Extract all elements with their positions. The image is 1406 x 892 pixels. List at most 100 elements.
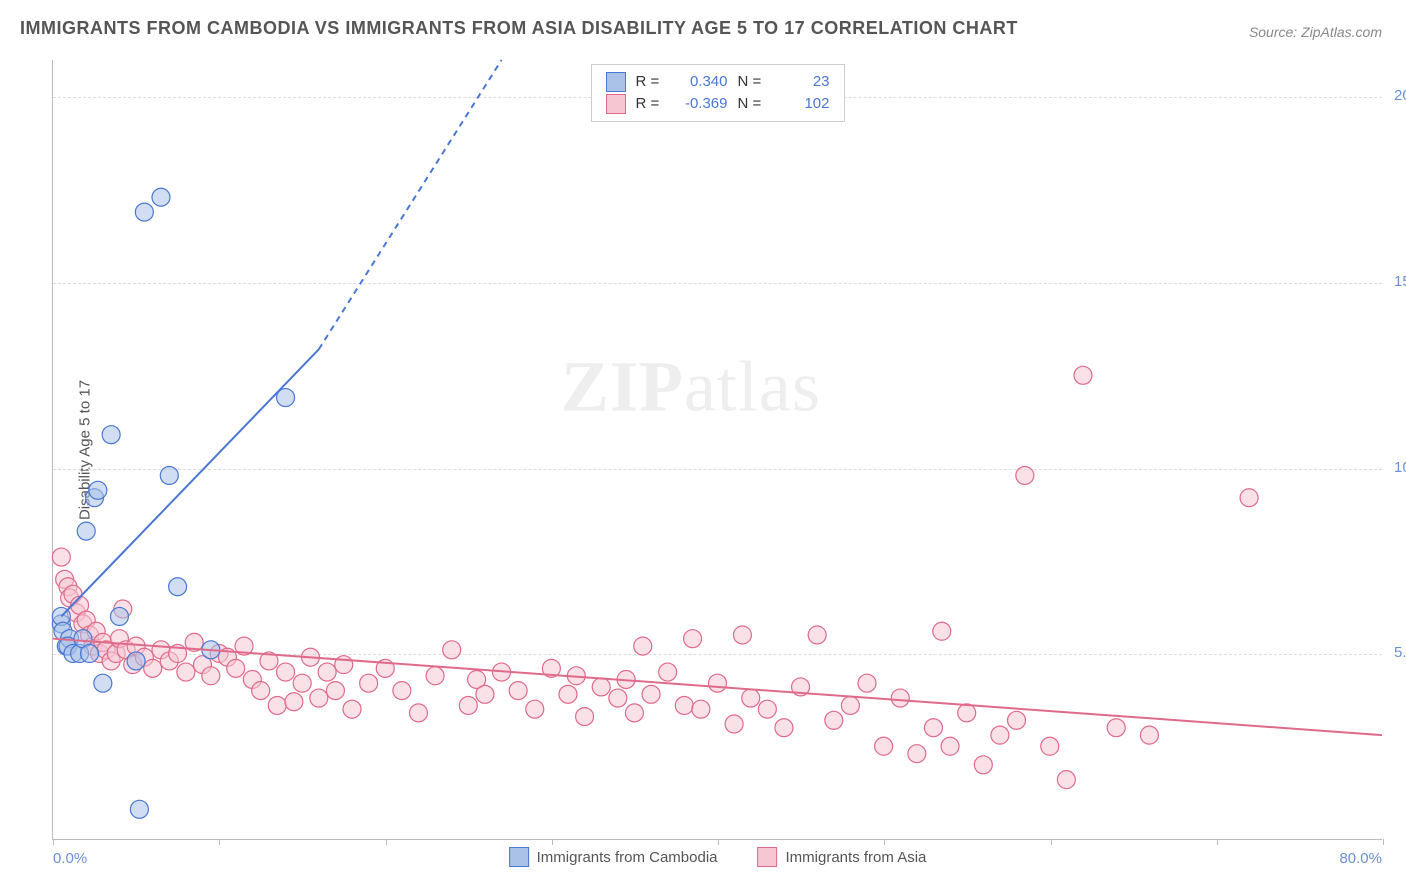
data-point: [958, 704, 976, 722]
data-point: [393, 682, 411, 700]
x-tick: [1383, 839, 1384, 845]
data-point: [559, 685, 577, 703]
chart-title: IMMIGRANTS FROM CAMBODIA VS IMMIGRANTS F…: [20, 18, 1018, 39]
data-point: [94, 674, 112, 692]
data-point: [160, 466, 178, 484]
data-point: [293, 674, 311, 692]
data-point: [1016, 466, 1034, 484]
data-point: [1057, 771, 1075, 789]
legend-label: Immigrants from Asia: [786, 849, 927, 866]
n-label: N =: [738, 93, 764, 115]
data-point: [144, 659, 162, 677]
legend-item: Immigrants from Cambodia: [509, 847, 718, 867]
legend-item: Immigrants from Asia: [758, 847, 927, 867]
y-tick-label: 10.0%: [1386, 459, 1406, 476]
data-point: [476, 685, 494, 703]
data-point: [908, 745, 926, 763]
data-point: [52, 548, 70, 566]
legend-row: R =-0.369N =102: [606, 93, 830, 115]
data-point: [127, 652, 145, 670]
x-tick: [1217, 839, 1218, 845]
data-point: [169, 578, 187, 596]
data-point: [277, 663, 295, 681]
trend-line: [319, 60, 502, 349]
data-point: [675, 696, 693, 714]
data-point: [1008, 711, 1026, 729]
n-value: 23: [774, 71, 830, 93]
data-point: [343, 700, 361, 718]
r-value: 0.340: [672, 71, 728, 93]
data-point: [409, 704, 427, 722]
data-point: [758, 700, 776, 718]
legend-swatch: [606, 72, 626, 92]
data-point: [841, 696, 859, 714]
x-tick: [884, 839, 885, 845]
data-point: [634, 637, 652, 655]
chart-area: Disability Age 5 to 17 5.0%10.0%15.0%20.…: [52, 60, 1382, 840]
data-point: [360, 674, 378, 692]
data-point: [318, 663, 336, 681]
r-label: R =: [636, 71, 662, 93]
data-point: [202, 667, 220, 685]
data-point: [1240, 489, 1258, 507]
series-legend: Immigrants from Cambodia Immigrants from …: [509, 847, 927, 867]
data-point: [227, 659, 245, 677]
data-point: [808, 626, 826, 644]
data-point: [1074, 366, 1092, 384]
source-attribution: Source: ZipAtlas.com: [1249, 24, 1382, 40]
data-point: [742, 689, 760, 707]
data-point: [89, 481, 107, 499]
data-point: [102, 426, 120, 444]
data-point: [426, 667, 444, 685]
x-tick: [386, 839, 387, 845]
plot-svg: [53, 60, 1382, 839]
data-point: [177, 663, 195, 681]
y-tick-label: 20.0%: [1386, 87, 1406, 104]
data-point: [941, 737, 959, 755]
correlation-legend: R = 0.340 N = 23R =-0.369N =102: [591, 64, 845, 122]
legend-row: R = 0.340 N = 23: [606, 71, 830, 93]
data-point: [592, 678, 610, 696]
data-point: [285, 693, 303, 711]
x-tick: [1051, 839, 1052, 845]
data-point: [326, 682, 344, 700]
data-point: [310, 689, 328, 707]
data-point: [268, 696, 286, 714]
legend-swatch: [509, 847, 529, 867]
data-point: [642, 685, 660, 703]
data-point: [825, 711, 843, 729]
x-tick: [53, 839, 54, 845]
data-point: [130, 800, 148, 818]
data-point: [875, 737, 893, 755]
legend-label: Immigrants from Cambodia: [537, 849, 718, 866]
data-point: [1041, 737, 1059, 755]
data-point: [135, 203, 153, 221]
data-point: [509, 682, 527, 700]
data-point: [725, 715, 743, 733]
data-point: [609, 689, 627, 707]
data-point: [858, 674, 876, 692]
x-axis-max-label: 80.0%: [1339, 850, 1382, 867]
data-point: [526, 700, 544, 718]
n-label: N =: [738, 71, 764, 93]
y-tick-label: 5.0%: [1386, 644, 1406, 661]
x-tick: [219, 839, 220, 845]
x-tick: [552, 839, 553, 845]
data-point: [110, 607, 128, 625]
data-point: [924, 719, 942, 737]
legend-swatch: [758, 847, 778, 867]
data-point: [684, 630, 702, 648]
data-point: [77, 522, 95, 540]
data-point: [775, 719, 793, 737]
y-tick-label: 15.0%: [1386, 273, 1406, 290]
data-point: [152, 188, 170, 206]
plot-box: Disability Age 5 to 17 5.0%10.0%15.0%20.…: [52, 60, 1382, 840]
r-label: R =: [636, 93, 662, 115]
data-point: [252, 682, 270, 700]
data-point: [1107, 719, 1125, 737]
data-point: [974, 756, 992, 774]
data-point: [709, 674, 727, 692]
data-point: [1140, 726, 1158, 744]
data-point: [659, 663, 677, 681]
legend-swatch: [606, 94, 626, 114]
